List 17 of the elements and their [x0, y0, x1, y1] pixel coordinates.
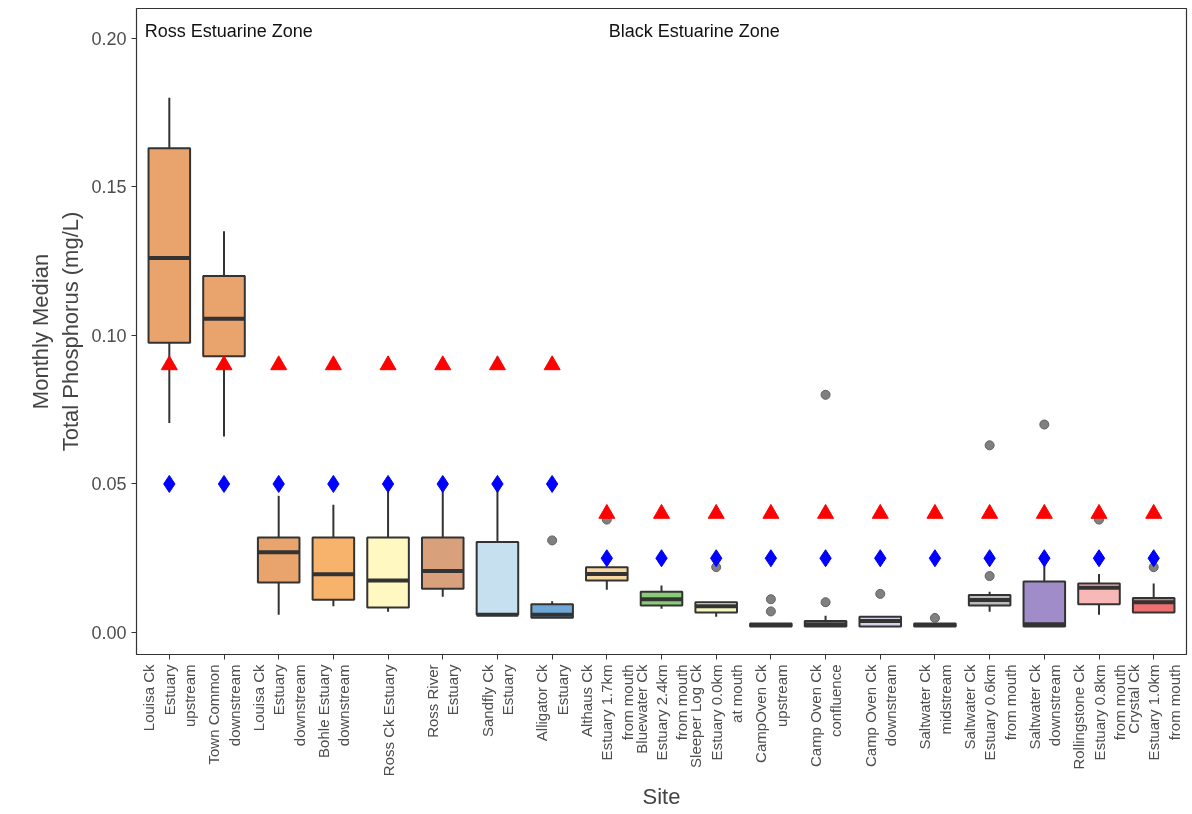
annotation: Black Estuarine Zone [608, 20, 780, 41]
y-tick-label: 0.00 [91, 623, 127, 644]
x-tick-label: Ross Ck Estuary [379, 664, 397, 777]
x-tick-label: Ross River Estuary [424, 664, 462, 738]
x-axis-title: Site [642, 784, 681, 810]
x-tick-label: Camp Oven Ck confluence [806, 664, 845, 768]
annotation: Ross Estuarine Zone [144, 20, 313, 41]
x-tick-label: CampOven Ck upstream [752, 664, 790, 763]
y-tick-label: 0.15 [91, 177, 127, 198]
x-tick-label: Sandfly Ck Estuary [478, 664, 517, 738]
y-tick-label: 0.05 [91, 474, 127, 495]
x-tick-label: Louisa Ck Estuary upstream [140, 664, 199, 732]
x-tick-label: Camp Oven Ck downstream [861, 664, 899, 768]
y-tick-label: 0.10 [91, 325, 127, 346]
y-axis-title: Monthly Median Total Phosphorus (mg/L) [28, 211, 84, 452]
x-tick-label: Alligator Ck Estuary [533, 664, 571, 742]
y-tick-label: 0.20 [91, 28, 127, 49]
